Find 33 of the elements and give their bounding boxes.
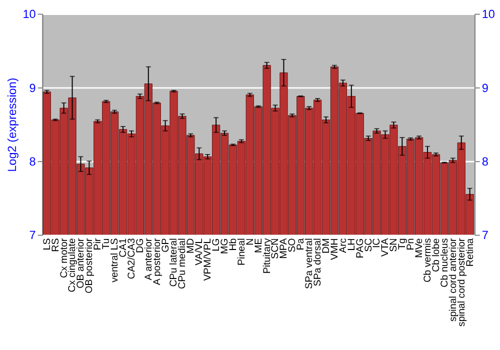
x-tick-label: Retina	[464, 238, 476, 267]
x-tick-label: spinal cord posterior	[456, 238, 468, 327]
x-tick-label: LH	[346, 238, 358, 251]
y-tick-label: 10	[22, 8, 36, 22]
x-tick-label: DG	[134, 238, 146, 253]
x-tick-label: N	[244, 238, 256, 246]
x-tick-label: Pineal	[236, 238, 248, 266]
x-tick-label: CA2/CA3	[126, 238, 138, 280]
x-tick-label: PAG	[354, 238, 366, 258]
x-tick-label: Tg	[397, 238, 408, 250]
x-tick-label: Hb	[228, 238, 239, 251]
x-tick-label: A anterior	[143, 237, 154, 280]
x-tick-label: A posterior	[152, 237, 163, 286]
x-tick-label: RS	[50, 238, 62, 252]
y2-tick-label: 10	[482, 8, 496, 22]
y-axis-title: Log2 (expression)	[6, 78, 19, 172]
x-tick-label: VMH	[329, 238, 340, 260]
y2-tick-label: 8	[482, 156, 489, 169]
y-tick-label: 9	[29, 82, 36, 95]
x-tick-label: CA1	[118, 238, 129, 258]
y-tick-label: 7	[29, 229, 36, 242]
x-tick-label: ME	[253, 238, 264, 253]
x-tick-label: LS	[42, 238, 53, 250]
x-tick-label: spinal cord anterior	[448, 238, 459, 322]
x-tick-label: DM	[320, 238, 332, 254]
x-tick-label: OB posterior	[84, 238, 96, 294]
x-tick-label: Arc	[338, 238, 349, 253]
x-tick-label: Pituitary	[262, 238, 273, 274]
y-tick-label: 8	[29, 156, 36, 169]
y2-tick-label: 7	[482, 229, 488, 242]
y2-tick-label: 9	[482, 82, 488, 95]
x-tick-label: Cb nucleus	[439, 238, 450, 288]
x-tick-label: Cb lobe	[430, 238, 442, 272]
